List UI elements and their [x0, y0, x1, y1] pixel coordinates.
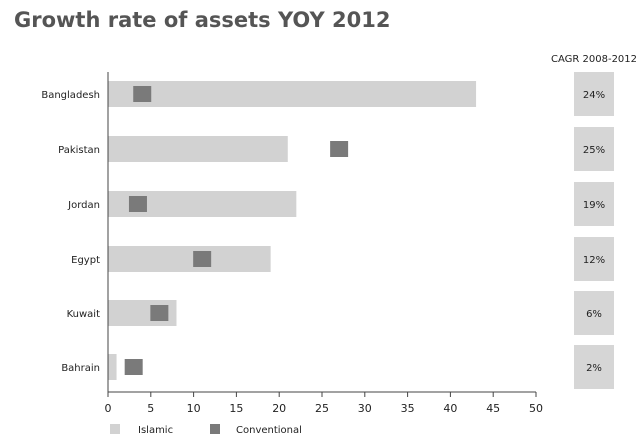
cagr-box	[574, 127, 614, 171]
cagr-box	[574, 72, 614, 116]
cagr-box	[574, 345, 614, 389]
cagr-value: 2%	[586, 363, 602, 374]
islamic-bar	[108, 136, 288, 162]
category-label: Bangladesh	[41, 90, 100, 101]
cagr-box	[574, 237, 614, 281]
conventional-marker	[150, 305, 169, 321]
islamic-bar	[108, 81, 477, 107]
category-label: Kuwait	[67, 309, 100, 320]
chart-title: Growth rate of assets YOY 2012	[14, 8, 391, 32]
x-tick-label: 5	[147, 402, 154, 415]
x-tick-label: 20	[272, 402, 286, 415]
x-tick-label: 0	[105, 402, 112, 415]
legend-label-islamic: Islamic	[138, 425, 173, 436]
x-tick-label: 40	[443, 402, 457, 415]
conventional-marker	[128, 196, 147, 212]
conventional-marker	[124, 359, 143, 375]
category-label: Pakistan	[58, 145, 100, 156]
legend-label-conventional: Conventional	[236, 425, 302, 436]
islamic-bar	[108, 246, 271, 272]
legend-swatch-islamic	[110, 424, 120, 434]
cagr-value: 24%	[583, 90, 605, 101]
x-tick-label: 45	[486, 402, 500, 415]
x-tick-label: 15	[229, 402, 243, 415]
conventional-marker	[133, 86, 152, 102]
cagr-value: 19%	[583, 200, 605, 211]
x-tick-label: 30	[358, 402, 372, 415]
cagr-box	[574, 291, 614, 335]
x-tick-label: 35	[401, 402, 415, 415]
cagr-box	[574, 182, 614, 226]
cagr-value: 12%	[583, 255, 605, 266]
cagr-value: 25%	[583, 145, 605, 156]
category-label: Egypt	[71, 255, 100, 266]
cagr-header: CAGR 2008-2012	[551, 54, 637, 65]
legend-swatch-conventional	[210, 424, 220, 434]
category-label: Bahrain	[61, 363, 100, 374]
x-tick-label: 50	[529, 402, 543, 415]
category-label: Jordan	[67, 200, 100, 211]
x-tick-label: 10	[187, 402, 201, 415]
conventional-marker	[193, 251, 212, 267]
conventional-marker	[330, 141, 349, 157]
x-tick-label: 25	[315, 402, 329, 415]
islamic-bar	[108, 354, 117, 380]
cagr-value: 6%	[586, 309, 602, 320]
